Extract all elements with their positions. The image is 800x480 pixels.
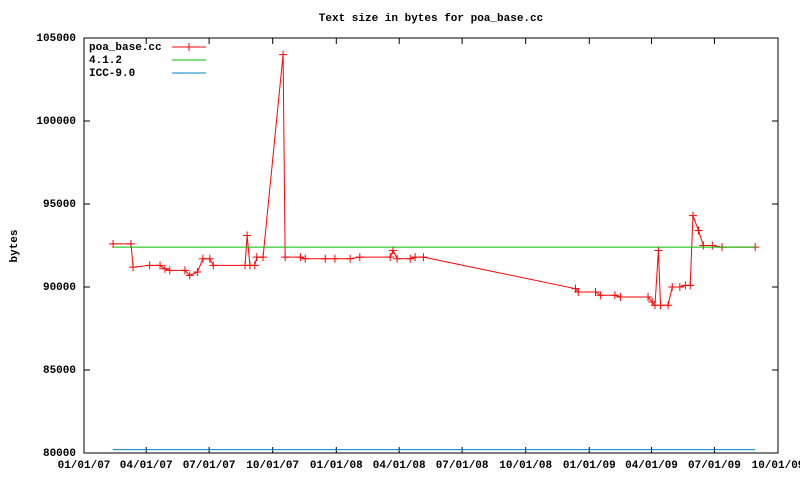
x-tick-label: 10/01/09 xyxy=(752,460,800,472)
data-point xyxy=(411,253,420,262)
x-tick-label: 01/01/09 xyxy=(563,460,616,472)
data-point xyxy=(616,292,625,301)
data-point xyxy=(664,301,673,310)
data-point xyxy=(388,246,397,255)
data-point xyxy=(279,50,288,59)
data-point xyxy=(610,291,619,300)
data-point xyxy=(346,254,355,263)
data-point xyxy=(243,231,252,240)
data-point xyxy=(296,253,305,262)
x-tick-label: 07/01/09 xyxy=(688,460,741,472)
data-point xyxy=(644,292,653,301)
data-point xyxy=(160,264,169,273)
data-point xyxy=(193,268,202,277)
data-point xyxy=(656,301,665,310)
legend-label: poa_base.cc xyxy=(89,42,162,54)
data-point xyxy=(393,254,402,263)
data-point xyxy=(596,291,605,300)
data-point xyxy=(301,254,310,263)
data-point xyxy=(688,211,697,220)
data-point xyxy=(250,261,259,270)
legend-label: ICC-9.0 xyxy=(89,68,135,80)
x-tick-label: 10/01/08 xyxy=(499,460,552,472)
data-point xyxy=(165,266,174,275)
y-axis-label: bytes xyxy=(9,229,21,262)
data-point xyxy=(209,261,218,270)
data-point xyxy=(109,239,118,248)
data-point xyxy=(694,226,703,235)
y-tick-label: 80000 xyxy=(43,448,76,460)
data-point xyxy=(686,281,695,290)
x-tick-label: 10/01/07 xyxy=(246,460,299,472)
data-point xyxy=(330,254,339,263)
data-point xyxy=(419,253,428,262)
data-point xyxy=(574,287,583,296)
y-tick-label: 95000 xyxy=(43,199,76,211)
x-tick-label: 01/01/08 xyxy=(310,460,363,472)
y-tick-label: 90000 xyxy=(43,282,76,294)
data-point xyxy=(708,241,717,250)
data-point xyxy=(129,263,138,272)
data-point xyxy=(127,239,136,248)
data-point xyxy=(156,261,165,270)
y-tick-label: 100000 xyxy=(36,116,76,128)
data-point xyxy=(321,254,330,263)
y-tick-label: 105000 xyxy=(36,33,76,45)
x-tick-label: 04/01/08 xyxy=(373,460,426,472)
y-tick-label: 85000 xyxy=(43,365,76,377)
data-point xyxy=(591,287,600,296)
data-point xyxy=(185,271,194,280)
data-point xyxy=(281,253,290,262)
data-point xyxy=(386,253,395,262)
x-tick-label: 07/01/07 xyxy=(183,460,236,472)
data-point xyxy=(145,261,154,270)
x-tick-label: 04/01/07 xyxy=(120,460,173,472)
legend-marker xyxy=(185,43,193,51)
data-point xyxy=(668,283,677,291)
data-point xyxy=(180,266,189,275)
x-tick-label: 07/01/08 xyxy=(436,460,489,472)
plot-frame xyxy=(83,37,779,454)
data-point xyxy=(205,254,214,263)
x-tick-label: 04/01/09 xyxy=(625,460,678,472)
data-point xyxy=(675,283,684,291)
data-point xyxy=(355,253,364,262)
data-point xyxy=(654,246,663,255)
data-point xyxy=(406,254,415,263)
legend-label: 4.1.2 xyxy=(89,55,122,67)
data-point xyxy=(198,254,207,263)
chart-title: Text size in bytes for poa_base.cc xyxy=(319,13,543,25)
x-tick-label: 01/01/07 xyxy=(58,460,111,472)
data-point xyxy=(259,253,268,262)
data-point xyxy=(699,241,708,250)
